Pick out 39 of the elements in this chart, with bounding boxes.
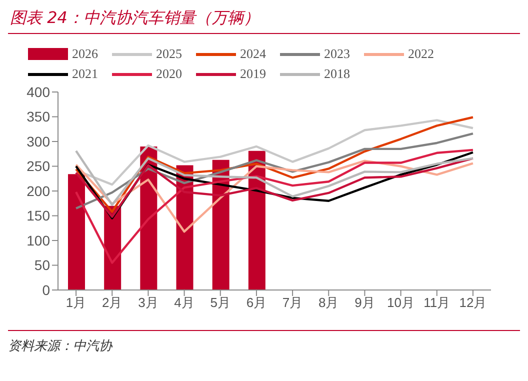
line-series	[74, 160, 474, 233]
y-tick-label: 0	[42, 282, 50, 298]
y-tick-label: 250	[26, 158, 50, 174]
y-tick-label: 150	[26, 208, 50, 224]
x-tick-label: 1月	[66, 295, 86, 310]
legend-label: 2021	[72, 66, 98, 82]
y-tick-label: 350	[26, 108, 50, 125]
y-tick-label: 200	[26, 182, 50, 199]
x-tick-label: 12月	[459, 295, 487, 310]
legend-label: 2022	[408, 46, 434, 62]
legend-label: 2023	[324, 46, 350, 62]
x-tick-label: 10月	[387, 295, 415, 310]
y-tick-label: 300	[26, 133, 50, 150]
legend-label: 2026	[72, 46, 98, 62]
line-series	[74, 148, 474, 264]
chart-title: 图表 24：中汽协汽车销量（万辆）	[8, 8, 520, 34]
x-tick-label: 9月	[354, 295, 375, 310]
legend-label: 2020	[156, 66, 182, 82]
y-tick-label: 400	[26, 84, 50, 100]
line-series	[74, 119, 474, 186]
x-tick-label: 7月	[282, 295, 303, 310]
legend-label: 2019	[240, 66, 266, 82]
line-series	[74, 132, 474, 210]
x-tick-label: 8月	[318, 295, 339, 310]
x-tick-label: 2月	[102, 295, 122, 310]
text: 资料来源：中汽协	[8, 330, 520, 355]
x-tick-label: 11月	[424, 295, 450, 310]
x-tick-label: 4月	[174, 295, 194, 310]
legend-label: 2024	[240, 46, 266, 62]
legend-label: 2025	[156, 46, 182, 62]
line-series	[74, 150, 474, 206]
bar	[68, 174, 85, 290]
x-tick-label: 5月	[210, 295, 230, 310]
line-series	[74, 116, 474, 213]
x-tick-label: 3月	[138, 295, 158, 310]
x-tick-label: 6月	[246, 295, 267, 310]
y-tick-label: 100	[26, 232, 50, 248]
legend-label: 2018	[324, 66, 350, 82]
y-tick-label: 50	[34, 257, 50, 274]
